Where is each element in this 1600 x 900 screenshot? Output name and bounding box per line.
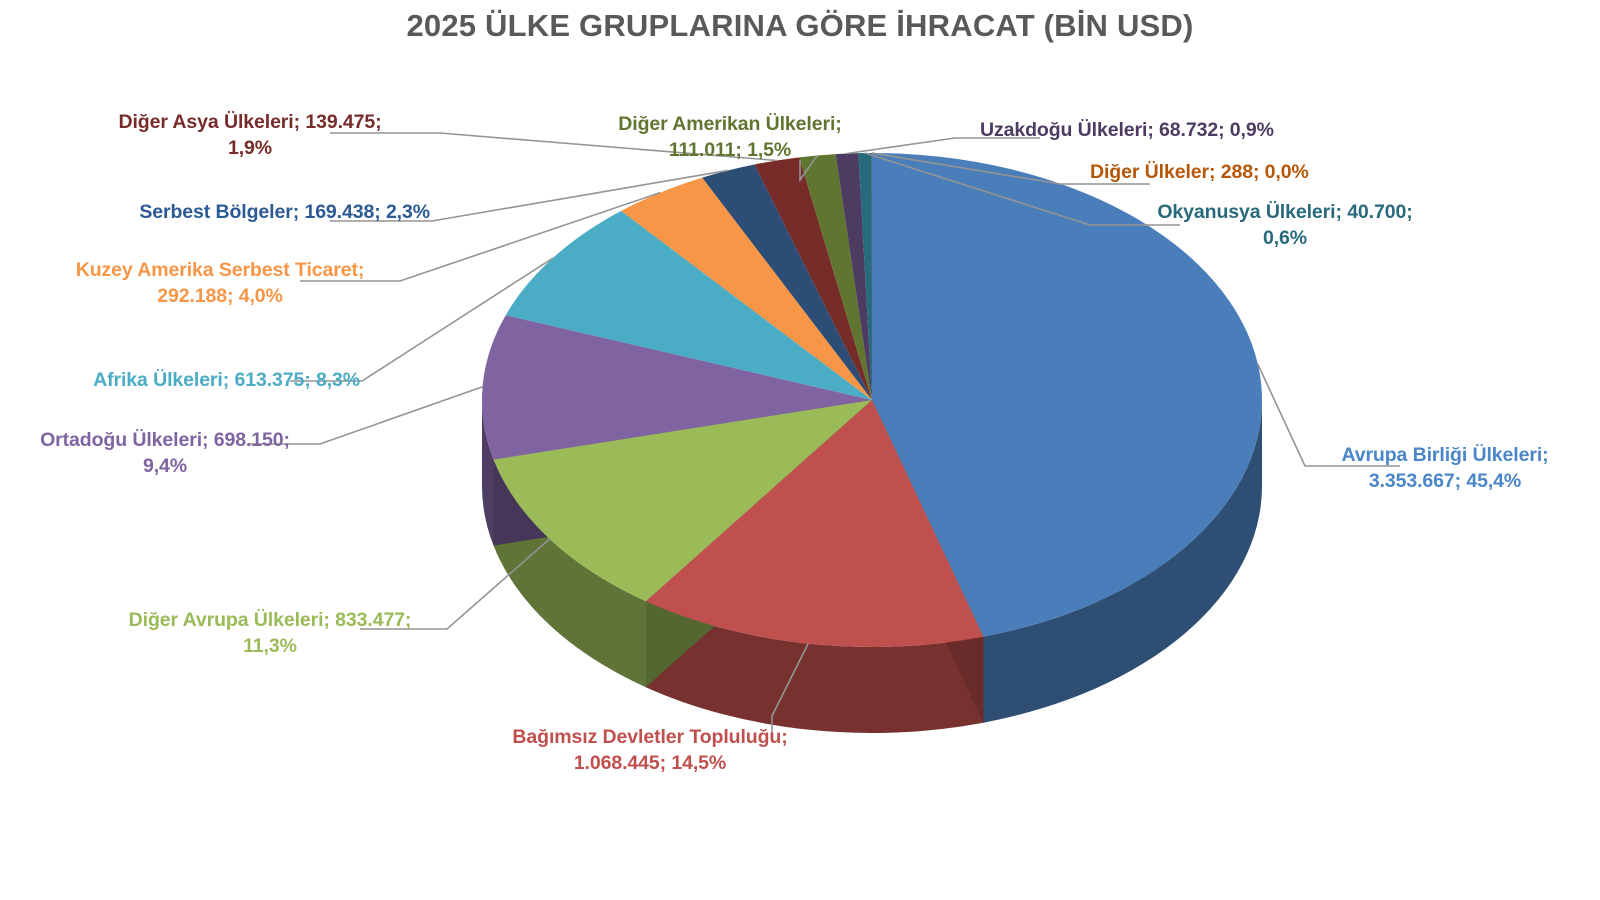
leader-line <box>300 191 661 282</box>
leader-line <box>330 169 729 222</box>
pie-slice-avrupa-birli-i-lkeleri[interactable] <box>872 153 1262 637</box>
data-label-uzakdogu: Uzakdoğu Ülkeleri; 68.732; 0,9% <box>980 119 1274 141</box>
pie-slice-wall <box>645 601 984 733</box>
pie-slice-uzakdo-u-lkeleri[interactable] <box>835 153 872 400</box>
leader-line <box>360 538 551 630</box>
pie-slice-wall <box>493 459 646 688</box>
pie-slice-di-er-asya-lkeleri[interactable] <box>754 157 872 400</box>
chart-title: 2025 ÜLKE GRUPLARINA GÖRE İHRACAT (BİN U… <box>406 8 1194 43</box>
pie-slices <box>482 153 1262 647</box>
pie-slice-ortado-u-lkeleri[interactable] <box>482 315 872 460</box>
pie-slice-wall <box>482 400 494 546</box>
data-label-avrupa-birligi: Avrupa Birliği Ülkeleri; 3.353.667; 45,4… <box>1341 444 1549 492</box>
data-label-diger-asya: Diğer Asya Ülkeleri; 139.475; 1,9% <box>118 111 382 159</box>
pie-slice-ba-ms-z-devletler-toplulu-u[interactable] <box>645 400 984 647</box>
leader-line <box>330 132 777 162</box>
leader-line <box>250 386 483 445</box>
data-label-diger-ulkeler: Diğer Ülkeler; 288; 0,0% <box>1090 161 1309 183</box>
pie-slice-okyanusya-lkeleri[interactable] <box>858 153 872 400</box>
leader-line <box>771 643 809 740</box>
leader-line <box>871 152 1150 185</box>
data-label-ortadogu: Ortadoğu Ülkeleri; 698.150; 9,4% <box>40 429 290 477</box>
data-label-diger-avrupa: Diğer Avrupa Ülkeleri; 833.477; 11,3% <box>128 609 412 657</box>
pie-slice-wall <box>983 400 1262 723</box>
leader-line <box>290 257 554 382</box>
leader-line <box>846 137 1040 155</box>
data-label-okyanusya: Okyanusya Ülkeleri; 40.700; 0,6% <box>1157 201 1413 249</box>
data-label-kuzey-amerika: Kuzey Amerika Serbest Ticaret; 292.188; … <box>75 259 365 307</box>
data-label-afrika: Afrika Ülkeleri; 613.375; 8,3% <box>93 369 360 391</box>
leader-lines <box>250 132 1400 740</box>
leader-line <box>1257 363 1400 467</box>
data-label-diger-amerikan: Diğer Amerikan Ülkeleri; 111.011; 1,5% <box>618 113 842 161</box>
leader-line <box>864 152 1180 226</box>
leader-line <box>799 154 819 183</box>
pie-slice-serbest-b-lgeler[interactable] <box>702 164 872 400</box>
pie-slice-di-er-amerikan-lkeleri[interactable] <box>799 154 872 400</box>
data-label-bagimsiz-devletler: Bağımsız Devletler Topluluğu; 1.068.445;… <box>512 726 788 774</box>
pie-slice-kuzey-amerika-serbest-ticaret[interactable] <box>621 177 872 400</box>
pie-slice-afrika-lkeleri[interactable] <box>505 210 872 400</box>
pie-slice-di-er-avrupa-lkeleri[interactable] <box>493 400 872 602</box>
data-label-serbest-bolgeler: Serbest Bölgeler; 169.438; 2,3% <box>139 201 430 223</box>
